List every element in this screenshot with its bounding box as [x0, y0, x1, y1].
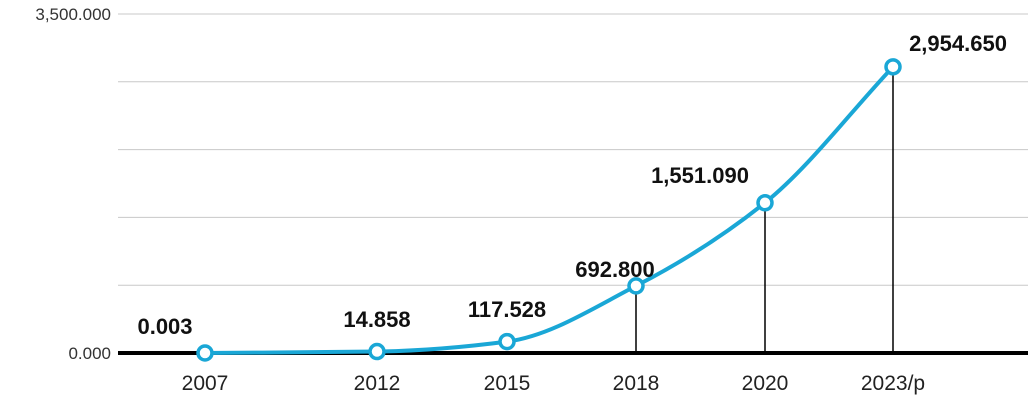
data-labels: 0.003 14.858 117.528 692.800 1,551.090 2,954.…	[137, 31, 1006, 339]
y-tick-label: 3,500.000	[35, 5, 111, 24]
data-label: 2,954.650	[909, 31, 1007, 56]
data-label: 1,551.090	[651, 163, 749, 188]
data-label: 14.858	[343, 307, 410, 332]
series-line	[203, 64, 895, 355]
data-point	[756, 194, 774, 212]
x-tick-label: 2012	[354, 372, 401, 395]
data-markers	[196, 58, 902, 362]
data-point	[196, 344, 214, 362]
gridlines	[118, 13, 1028, 286]
data-point	[498, 332, 516, 351]
x-tick-label: 2007	[182, 372, 229, 395]
y-axis-ticks: 3,500.000 0.000	[35, 5, 111, 363]
x-tick-label: 2023/p	[861, 372, 925, 395]
data-label: 0.003	[137, 314, 192, 339]
x-tick-label: 2018	[613, 372, 660, 395]
data-point	[368, 342, 386, 361]
data-label: 117.528	[468, 297, 546, 322]
x-tick-label: 2015	[484, 372, 531, 395]
data-point	[884, 58, 902, 76]
drop-lines	[635, 66, 894, 353]
x-tick-label: 2020	[742, 372, 789, 395]
data-label: 692.800	[575, 257, 655, 282]
y-tick-label: 0.000	[68, 344, 111, 363]
data-point	[627, 277, 645, 295]
x-axis-ticks: 2007 2012 2015 2018 2020 2023/p	[182, 372, 925, 395]
